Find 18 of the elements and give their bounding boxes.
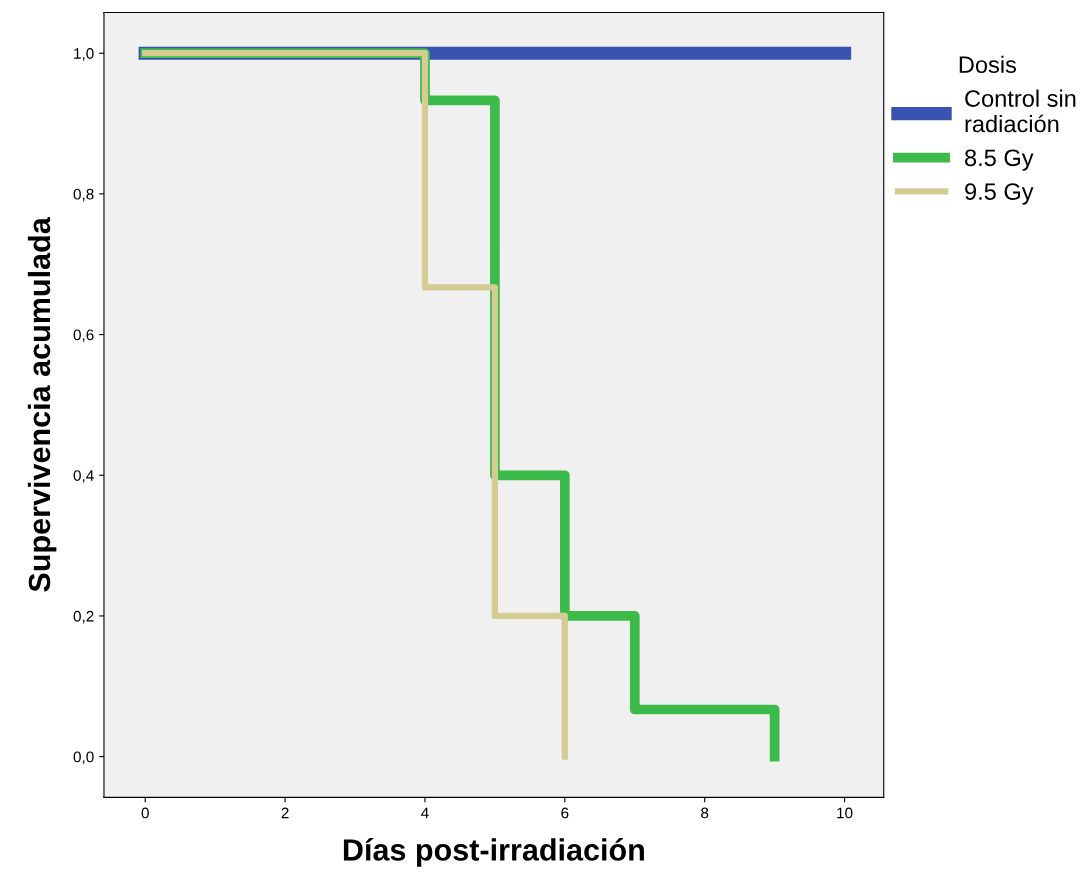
legend-label: 8.5 Gy: [965, 149, 1034, 171]
y-tick-label: 0,0: [73, 751, 94, 765]
x-axis-title: Días post-irradiación: [343, 838, 644, 867]
y-tick-label: 0,8: [73, 188, 94, 202]
x-tick-label: 4: [421, 807, 429, 819]
x-tick-label: 8: [701, 807, 709, 819]
x-tick-label: 2: [281, 807, 289, 819]
x-tick-label: 10: [837, 807, 853, 819]
legend-title: Dosis: [959, 55, 1017, 74]
y-tick-label: 0,6: [73, 329, 94, 343]
y-tick-label: 0,4: [73, 470, 94, 483]
legend-label: Control sin radiación: [965, 89, 1076, 133]
x-tick-label: 0: [141, 807, 149, 819]
legend-label: 9.5 Gy: [965, 183, 1034, 205]
x-tick-label: 6: [561, 807, 569, 819]
y-tick-label: 0,2: [73, 610, 94, 624]
y-tick-label: 1,0: [74, 48, 94, 61]
y-axis-title: Supervivencia acumulada: [27, 217, 57, 592]
